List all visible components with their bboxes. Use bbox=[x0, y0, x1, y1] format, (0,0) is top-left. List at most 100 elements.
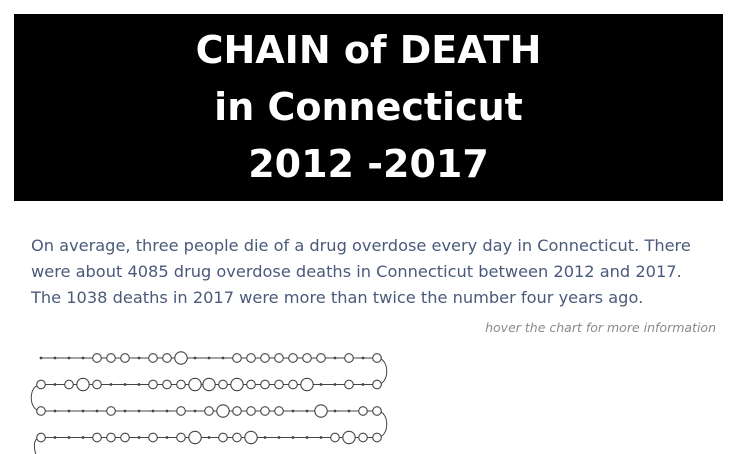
chain-bead[interactable] bbox=[81, 409, 85, 413]
chain-bead[interactable] bbox=[288, 353, 298, 363]
chain-bead[interactable] bbox=[319, 383, 323, 386]
chain-bead[interactable] bbox=[358, 432, 368, 443]
chain-bead[interactable] bbox=[123, 383, 127, 386]
chain-bead[interactable] bbox=[291, 409, 295, 413]
chain-bead[interactable] bbox=[291, 436, 295, 439]
chain-bead[interactable] bbox=[106, 406, 116, 416]
chain-bead[interactable] bbox=[36, 432, 46, 443]
chain-bead[interactable] bbox=[372, 353, 382, 363]
chain-bead[interactable] bbox=[372, 406, 382, 416]
chain-bead[interactable] bbox=[188, 430, 202, 445]
chain-bead[interactable] bbox=[137, 356, 141, 360]
chain-bead[interactable] bbox=[216, 404, 230, 418]
chain-bead[interactable] bbox=[53, 436, 57, 439]
chain-bead[interactable] bbox=[123, 409, 127, 413]
chain-bead[interactable] bbox=[372, 379, 382, 390]
chain-bead[interactable] bbox=[53, 356, 57, 360]
chain-bead[interactable] bbox=[176, 432, 186, 443]
chain-bead[interactable] bbox=[39, 356, 43, 360]
chain-bead[interactable] bbox=[274, 379, 284, 390]
chain-bead[interactable] bbox=[232, 353, 242, 363]
chain-bead[interactable] bbox=[342, 430, 356, 445]
chain-bead[interactable] bbox=[202, 377, 216, 392]
chain-bead[interactable] bbox=[109, 383, 113, 386]
chain-bead[interactable] bbox=[137, 409, 141, 413]
chain-bead[interactable] bbox=[81, 356, 85, 360]
chain-bead[interactable] bbox=[36, 379, 46, 390]
chain-bead[interactable] bbox=[344, 353, 354, 363]
chain-bead[interactable] bbox=[165, 436, 169, 439]
chain-bead[interactable] bbox=[230, 377, 244, 392]
chain-bead[interactable] bbox=[344, 379, 354, 390]
chain-bead[interactable] bbox=[176, 406, 186, 416]
chain-bead[interactable] bbox=[148, 353, 158, 363]
chain-bead[interactable] bbox=[288, 379, 298, 390]
chain-bead[interactable] bbox=[95, 409, 99, 413]
chain-bead[interactable] bbox=[174, 351, 188, 365]
chain-bead[interactable] bbox=[81, 436, 85, 439]
chain-bead[interactable] bbox=[274, 353, 284, 363]
chain-bead[interactable] bbox=[314, 404, 328, 418]
chain-bead[interactable] bbox=[232, 432, 242, 443]
chain-bead[interactable] bbox=[246, 406, 256, 416]
chain-bead[interactable] bbox=[361, 356, 365, 360]
chain-bead[interactable] bbox=[67, 409, 71, 413]
chain-bead[interactable] bbox=[106, 432, 116, 443]
chain-bead[interactable] bbox=[64, 379, 74, 390]
chain-bead[interactable] bbox=[319, 436, 323, 439]
chain-bead[interactable] bbox=[305, 409, 309, 413]
chain-bead[interactable] bbox=[302, 353, 312, 363]
chain-bead[interactable] bbox=[218, 379, 228, 390]
chain-bead[interactable] bbox=[188, 377, 202, 392]
chain-bead[interactable] bbox=[165, 409, 169, 413]
chain-bead[interactable] bbox=[67, 436, 71, 439]
chain-bead[interactable] bbox=[120, 432, 130, 443]
chain-bead[interactable] bbox=[347, 409, 351, 413]
chain-bead[interactable] bbox=[333, 409, 337, 413]
chain-bead[interactable] bbox=[76, 377, 90, 392]
chain-bead[interactable] bbox=[162, 353, 172, 363]
chain-bead[interactable] bbox=[244, 430, 258, 445]
chain-bead[interactable] bbox=[137, 383, 141, 386]
chain-bead[interactable] bbox=[162, 379, 172, 390]
chain-bead[interactable] bbox=[218, 432, 228, 443]
chain-bead[interactable] bbox=[53, 409, 57, 413]
chain-bead[interactable] bbox=[333, 383, 337, 386]
chain-bead[interactable] bbox=[193, 356, 197, 360]
chain-bead[interactable] bbox=[92, 432, 102, 443]
chain-bead[interactable] bbox=[193, 409, 197, 413]
chain-bead[interactable] bbox=[204, 406, 214, 416]
chain-bead[interactable] bbox=[263, 436, 267, 439]
chain-bead[interactable] bbox=[232, 406, 242, 416]
chain-bead[interactable] bbox=[274, 406, 284, 416]
chain-bead[interactable] bbox=[246, 379, 256, 390]
chain-bead[interactable] bbox=[92, 379, 102, 390]
chain-bead[interactable] bbox=[176, 379, 186, 390]
chain-bead[interactable] bbox=[246, 353, 256, 363]
chain-bead[interactable] bbox=[260, 379, 270, 390]
chain-bead[interactable] bbox=[300, 377, 314, 392]
chain-bead[interactable] bbox=[67, 356, 71, 360]
chain-bead[interactable] bbox=[305, 436, 309, 439]
chain-bead[interactable] bbox=[148, 379, 158, 390]
chain-bead[interactable] bbox=[106, 353, 116, 363]
chain-bead[interactable] bbox=[137, 436, 141, 439]
chain-bead[interactable] bbox=[260, 353, 270, 363]
chain-bead[interactable] bbox=[330, 432, 340, 443]
chain-bead[interactable] bbox=[207, 436, 211, 439]
chain-bead[interactable] bbox=[36, 406, 46, 416]
chain-bead[interactable] bbox=[148, 432, 158, 443]
chain-bead[interactable] bbox=[372, 432, 382, 443]
chain-bead[interactable] bbox=[277, 436, 281, 439]
chain-bead[interactable] bbox=[120, 353, 130, 363]
chain-bead[interactable] bbox=[53, 383, 57, 386]
chain-bead[interactable] bbox=[316, 353, 326, 363]
chain-bead[interactable] bbox=[92, 353, 102, 363]
chain-bead[interactable] bbox=[260, 406, 270, 416]
chain-bead[interactable] bbox=[333, 356, 337, 360]
chain-bead[interactable] bbox=[207, 356, 211, 360]
chain-bead[interactable] bbox=[361, 383, 365, 386]
chain-bead[interactable] bbox=[221, 356, 225, 360]
chain-bead[interactable] bbox=[151, 409, 155, 413]
